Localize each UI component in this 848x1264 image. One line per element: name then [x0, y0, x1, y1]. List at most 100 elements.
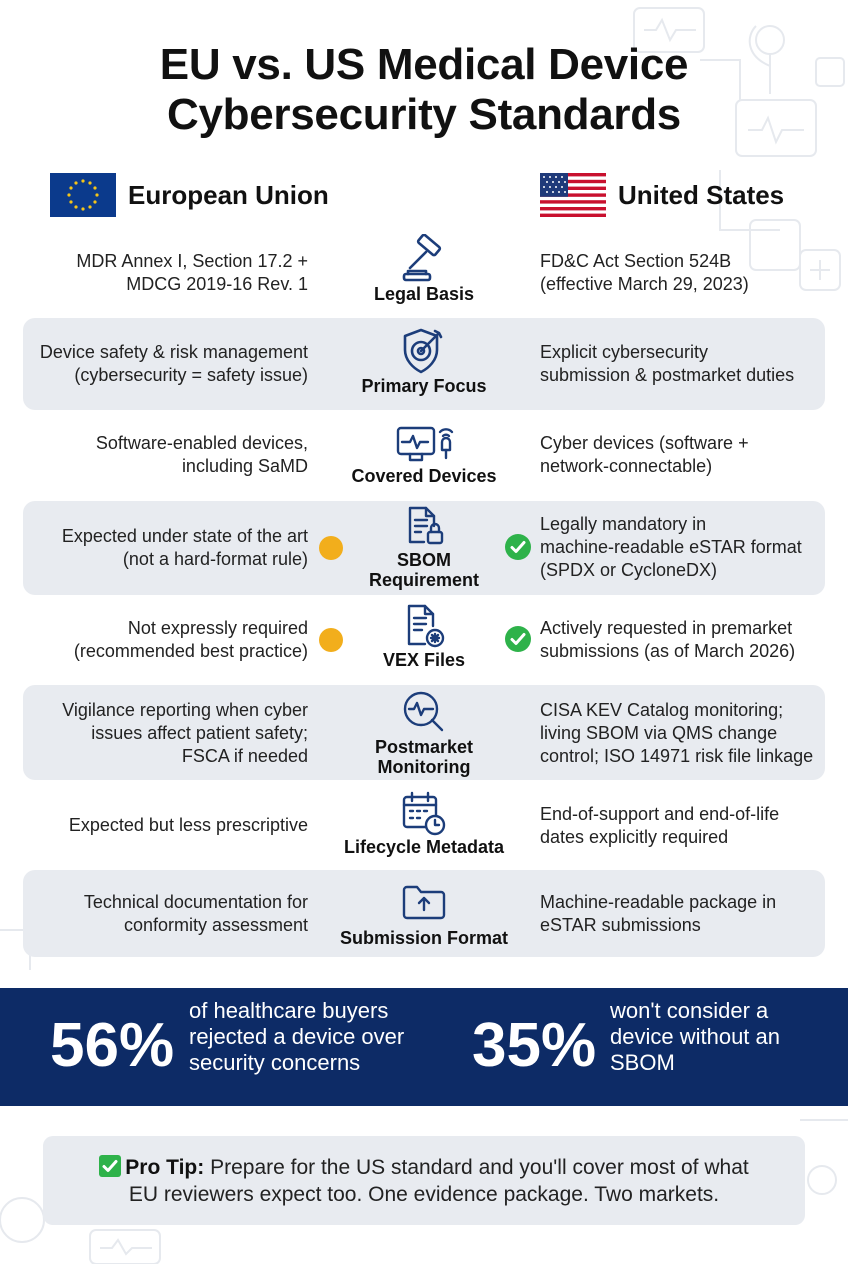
us-legal-basis: FD&C Act Section 524B (effective March 2… — [540, 250, 749, 296]
stat-value-sbom-required: 35% — [472, 1011, 597, 1080]
us-region-name: United States — [618, 179, 785, 210]
us-text-line: control; ISO 14971 risk file linkage — [540, 746, 814, 766]
stat-text-line: of healthcare buyers — [189, 998, 389, 1023]
us-text-line: CISA KEV Catalog monitoring; — [540, 700, 784, 720]
eu-primary-focus: Device safety & risk management (cyberse… — [40, 341, 308, 387]
us-required-check-icon — [505, 534, 531, 560]
stat-text-buyers-rejected: of healthcare buyers rejected a device o… — [189, 998, 404, 1076]
row-postmarket-monitoring: Vigilance reporting when cyber issues af… — [23, 685, 825, 780]
eu-postmarket-monitoring: Vigilance reporting when cyber issues af… — [62, 699, 308, 768]
us-submission-format: Machine-readable package in eSTAR submis… — [540, 891, 776, 937]
row-sbom-requirement: Expected under state of the art (not a h… — [23, 501, 825, 595]
title-line-2: Cybersecurity Standards — [167, 90, 681, 139]
eu-text-line: FSCA if needed — [181, 746, 308, 766]
us-text-line: Explicit cybersecurity — [540, 342, 709, 362]
sbom-label-group: SBOM Requirement — [324, 506, 524, 590]
eu-text-line: MDCG 2019-16 Rev. 1 — [126, 274, 308, 294]
row-legal-basis: MDR Annex I, Section 17.2 + MDCG 2019-16… — [23, 226, 825, 314]
vex-label-group: VEX Files — [324, 604, 524, 670]
us-text-line: Actively requested in premarket — [540, 618, 793, 638]
us-text-line: End-of-support and end-of-life — [540, 804, 780, 824]
pro-tip-text-line-2: EU reviewers expect too. One evidence pa… — [128, 1183, 720, 1206]
us-text-line: dates explicitly required — [540, 827, 729, 847]
lifecycle-label-group: Lifecycle Metadata — [324, 791, 524, 857]
covered-devices-label-group: Covered Devices — [324, 420, 524, 486]
stat-text-sbom-required: won't consider a device without an SBOM — [610, 998, 780, 1076]
check-box-icon — [99, 1155, 122, 1177]
row-vex-files: Not expressly required (recommended best… — [23, 598, 825, 682]
row-label-line: Requirement — [368, 570, 480, 590]
calendar-clock-icon — [402, 791, 446, 836]
row-label: Postmarket Monitoring — [324, 737, 524, 777]
eu-text-line: Expected under state of the art — [61, 526, 308, 546]
eu-text-line: (cybersecurity = safety issue) — [74, 365, 308, 385]
eu-text-line: Not expressly required — [127, 618, 308, 638]
stats-band: 56% of healthcare buyers rejected a devi… — [0, 988, 848, 1106]
title-line-1: EU vs. US Medical Device — [159, 40, 689, 89]
monitoring-magnifier-icon — [403, 691, 444, 732]
eu-submission-format: Technical documentation for conformity a… — [84, 891, 308, 937]
eu-text-line: issues affect patient safety; — [91, 723, 308, 743]
row-label: Legal Basis — [373, 284, 475, 304]
row-label-line: Monitoring — [377, 757, 471, 777]
row-label: Submission Format — [339, 928, 509, 948]
us-lifecycle-metadata: End-of-support and end-of-life dates exp… — [540, 803, 779, 849]
stat-text-line: device without an — [610, 1024, 780, 1049]
eu-text-line: including SaMD — [181, 456, 308, 476]
us-text-line: network-connectable) — [540, 456, 713, 476]
folder-upload-icon — [402, 885, 446, 920]
stat-text-line: won't consider a — [610, 998, 769, 1023]
eu-text-line: conformity assessment — [123, 915, 308, 935]
us-text-line: FD&C Act Section 524B — [540, 251, 732, 271]
eu-text-line: MDR Annex I, Section 17.2 + — [76, 251, 308, 271]
postmarket-label-group: Postmarket Monitoring — [324, 689, 524, 777]
us-flag-icon — [540, 173, 606, 217]
us-text-line: Cyber devices (software + — [540, 433, 749, 453]
eu-legal-basis: MDR Annex I, Section 17.2 + MDCG 2019-16… — [76, 250, 308, 296]
eu-text-line: Software-enabled devices, — [95, 433, 308, 453]
row-label: Primary Focus — [361, 376, 487, 396]
legal-basis-label-group: Legal Basis — [324, 234, 524, 304]
eu-covered-devices: Software-enabled devices, including SaMD — [96, 432, 308, 478]
eu-sbom-requirement: Expected under state of the art (not a h… — [62, 525, 308, 571]
shield-target-icon — [403, 328, 443, 374]
eu-text-line: (recommended best practice) — [73, 641, 308, 661]
row-label: SBOM Requirement — [324, 550, 524, 590]
us-text-line: submission & postmarket duties — [540, 365, 795, 385]
us-required-check-icon — [505, 626, 531, 652]
us-text-line: eSTAR submissions — [540, 915, 701, 935]
gavel-icon — [402, 234, 442, 282]
us-text-line: living SBOM via QMS change — [540, 723, 778, 743]
eu-text-line: Technical documentation for — [83, 892, 308, 912]
eu-text-line: Vigilance reporting when cyber — [62, 700, 308, 720]
eu-header: European Union — [50, 172, 329, 218]
row-label: VEX Files — [382, 650, 466, 670]
primary-focus-label-group: Primary Focus — [324, 326, 524, 396]
connected-device-icon — [396, 426, 454, 462]
eu-lifecycle-metadata: Expected but less prescriptive — [69, 814, 308, 837]
eu-partial-status-dot — [319, 536, 343, 560]
submission-label-group: Submission Format — [324, 882, 524, 948]
us-vex-files: Actively requested in premarket submissi… — [540, 617, 795, 663]
row-lifecycle-metadata: Expected but less prescriptive Lifecycle… — [23, 783, 825, 868]
document-virus-icon — [407, 604, 445, 648]
stat-value-buyers-rejected: 56% — [50, 1011, 175, 1080]
stat-text-line: rejected a device over — [189, 1024, 405, 1049]
eu-vex-files: Not expressly required (recommended best… — [74, 617, 308, 663]
row-covered-devices: Software-enabled devices, including SaMD… — [23, 412, 825, 500]
row-primary-focus: Device safety & risk management (cyberse… — [23, 318, 825, 410]
row-submission-format: Technical documentation for conformity a… — [23, 870, 825, 957]
us-covered-devices: Cyber devices (software + network-connec… — [540, 432, 749, 478]
eu-flag-icon — [50, 173, 116, 217]
row-label-line: Postmarket — [374, 737, 474, 757]
pro-tip-box: Pro Tip: Prepare for the US standard and… — [43, 1136, 805, 1225]
page-title: EU vs. US Medical Device Cybersecurity S… — [0, 40, 848, 140]
us-text-line: (SPDX or CycloneDX) — [540, 560, 718, 580]
eu-text-line: (not a hard-format rule) — [122, 549, 308, 569]
us-text-line: (effective March 29, 2023) — [540, 274, 749, 294]
pro-tip-text: Prepare for the US standard and you'll c… — [204, 1156, 749, 1179]
stat-text-line: security concerns — [189, 1050, 361, 1075]
us-header: United States — [540, 172, 784, 218]
us-text-line: machine-readable eSTAR format — [540, 537, 802, 557]
stat-text-line: SBOM — [610, 1050, 675, 1075]
